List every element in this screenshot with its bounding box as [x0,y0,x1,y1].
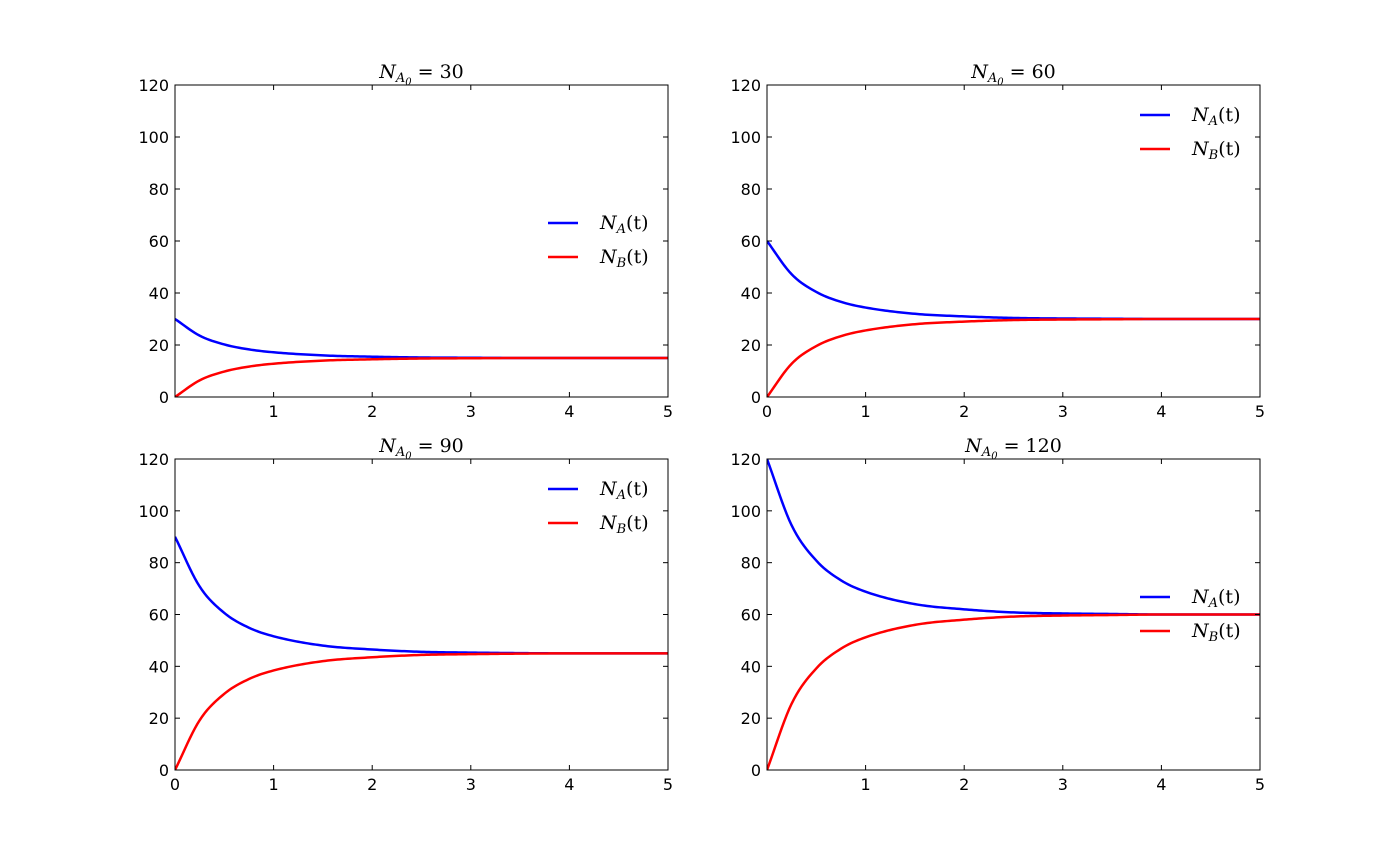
y-tick-label: 0 [159,761,169,780]
y-tick-label: 0 [751,761,761,780]
legend-label: NB(t) [1191,620,1241,645]
subplot-title: NA0 = 120 [964,435,1062,462]
y-tick-label: 120 [138,450,169,469]
legend-label: NA(t) [1191,104,1240,129]
y-tick-label: 0 [751,388,761,407]
subplot-4: 0 20 40 60 80 100 120 1 2 3 4 5 NA0 = 120 NA(t) NB(t) [730,435,1265,794]
x-tick-label: 3 [1058,775,1068,794]
x-tick-label: 4 [564,402,574,421]
subplot-title: NA0 = 30 [378,61,464,88]
x-tick-label: 3 [466,402,476,421]
y-tick-label: 20 [741,336,761,355]
y-tick-label: 40 [149,284,169,303]
legend-label: NB(t) [599,246,649,271]
subplot-2: 0 20 40 60 80 100 120 0 1 2 3 4 5 NA0 = 60 NA(t) NB(t) [730,61,1265,421]
x-tick-label: 2 [959,402,969,421]
legend-label: NA(t) [599,478,648,503]
x-tick-label: 4 [564,775,574,794]
legend: NA(t) NB(t) [1140,104,1241,163]
series-line-nb [767,613,1260,770]
x-tick-label: 2 [959,775,969,794]
axes-frame [174,458,669,771]
y-tick-label: 20 [149,336,169,355]
subplot-3: 0 20 40 60 80 100 120 0 1 2 3 4 5 NA0 = 90 NA(t) NB(t) [138,435,673,794]
legend: NA(t) NB(t) [548,212,649,271]
y-tick-label: 60 [741,606,761,625]
x-tick-label: 5 [1255,402,1265,421]
x-tick-label: 4 [1156,402,1166,421]
series-line-na [767,240,1260,321]
x-tick-label: 5 [1255,775,1265,794]
y-tick-label: 20 [741,709,761,728]
subplot-title: NA0 = 60 [970,61,1056,88]
x-tick-label: 2 [367,402,377,421]
legend: NA(t) NB(t) [1140,586,1241,645]
x-tick-label: 4 [1156,775,1166,794]
x-tick-label: 1 [269,775,279,794]
subplot-1: 0 20 40 60 80 100 120 1 2 3 4 5 NA0 = 30 NA(t) NB(t) [138,61,673,421]
y-tick-label: 0 [159,388,169,407]
y-tick-label: 80 [741,554,761,573]
y-tick-label: 60 [149,232,169,251]
y-tick-label: 100 [138,502,169,521]
series-line-na [767,459,1260,616]
x-tick-label: 1 [861,775,871,794]
y-tick-label: 80 [741,180,761,199]
x-tick-label: 3 [466,775,476,794]
y-tick-label: 80 [149,180,169,199]
legend: NA(t) NB(t) [548,478,649,537]
x-tick-label: 5 [663,775,673,794]
x-tick-label: 1 [269,402,279,421]
series-line-na [175,317,668,360]
y-tick-label: 120 [138,76,169,95]
x-tick-label: 3 [1058,402,1068,421]
series-line-nb [175,356,668,397]
y-tick-label: 100 [730,128,761,147]
x-tick-label: 2 [367,775,377,794]
y-tick-label: 60 [741,232,761,251]
x-tick-label: 0 [762,402,772,421]
legend-label: NB(t) [599,512,649,537]
y-tick-label: 40 [741,284,761,303]
x-tick-label: 0 [170,775,180,794]
series-line-nb [767,317,1260,397]
y-tick-label: 120 [730,76,761,95]
subplot-title: NA0 = 90 [378,435,464,462]
x-tick-label: 1 [861,402,871,421]
y-tick-label: 80 [149,554,169,573]
y-tick-label: 20 [149,709,169,728]
legend-label: NA(t) [599,212,648,237]
y-tick-label: 100 [730,502,761,521]
legend-label: NA(t) [1191,586,1240,611]
y-tick-label: 100 [138,128,169,147]
series-line-na [175,536,668,655]
y-tick-label: 40 [741,657,761,676]
x-tick-label: 5 [663,402,673,421]
y-tick-label: 120 [730,450,761,469]
y-tick-label: 40 [149,657,169,676]
y-tick-label: 60 [149,606,169,625]
series-line-nb [175,652,668,770]
axes-frame [766,84,1261,398]
legend-label: NB(t) [1191,138,1241,163]
